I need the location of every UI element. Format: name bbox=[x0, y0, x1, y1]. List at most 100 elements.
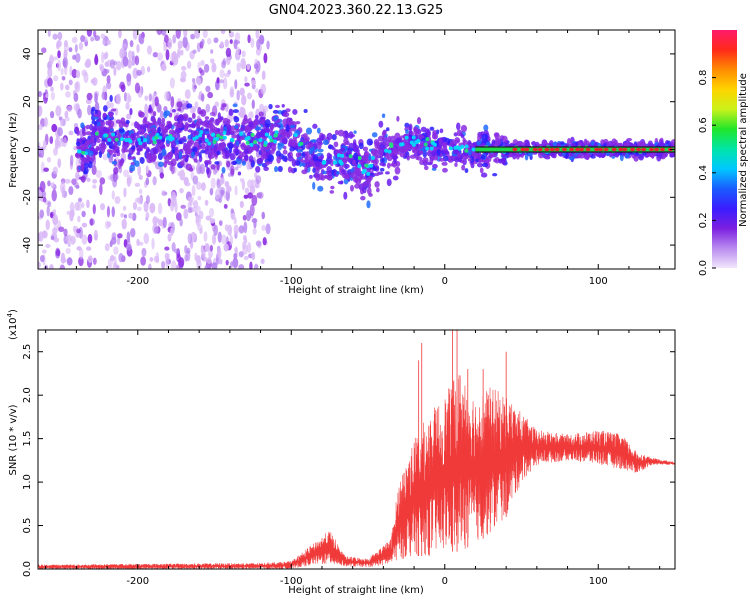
snr-multiplier-close: ) bbox=[8, 309, 19, 313]
spectrogram-band-point bbox=[115, 148, 120, 153]
spectrogram-noise-point bbox=[212, 233, 217, 245]
spectrogram-band-point bbox=[282, 155, 288, 162]
spectrogram-band-point bbox=[161, 130, 167, 139]
spectrogram-band-point bbox=[393, 156, 397, 165]
spectrogram-noise-point bbox=[38, 105, 43, 117]
spectrogram-noise-point bbox=[200, 59, 205, 66]
spectrogram-noise-point bbox=[221, 60, 226, 69]
spectrogram-band-point bbox=[374, 181, 380, 188]
spectrogram-noise-point bbox=[57, 50, 61, 59]
spectrogram-band-point bbox=[166, 120, 172, 125]
spectrogram-band-point bbox=[229, 153, 236, 161]
spectrogram-band-point bbox=[486, 141, 491, 147]
spectrogram-band-point bbox=[185, 163, 193, 171]
spectrogram-noise-point bbox=[87, 255, 93, 264]
spectrogram-band-point bbox=[479, 167, 484, 174]
spectrogram-noise-point bbox=[123, 169, 129, 178]
spectrogram-noise-point bbox=[209, 111, 216, 117]
spectrogram-band-point bbox=[136, 122, 140, 130]
spectrogram-band-point bbox=[129, 164, 136, 172]
spectrogram-noise-point bbox=[94, 35, 101, 41]
spectrogram-noise-point bbox=[112, 178, 118, 188]
spectrogram-band-point bbox=[312, 123, 318, 129]
spectrogram-noise-point bbox=[104, 220, 111, 230]
spectrogram-noise-point bbox=[64, 178, 71, 184]
spectrogram-band-point bbox=[353, 152, 359, 161]
spectrogram-band-point bbox=[100, 125, 105, 130]
spectrogram-noise-point bbox=[248, 111, 254, 120]
spectrogram-band-point bbox=[467, 157, 472, 162]
spectrogram-noise-point bbox=[81, 234, 88, 245]
spectrogram-band-point bbox=[399, 145, 405, 153]
spectrogram-band-point bbox=[283, 145, 287, 150]
spectrogram-noise-point bbox=[61, 186, 65, 198]
spectrogram-band-point bbox=[493, 132, 499, 138]
snr-multiplier: (x104) bbox=[6, 309, 19, 340]
spectrogram-band-point bbox=[267, 154, 275, 162]
spectrogram-noise-point bbox=[175, 212, 182, 221]
spectrogram-noise-point bbox=[254, 182, 260, 189]
spectrogram-band-point bbox=[489, 143, 495, 148]
colorbar-tick-label: 0.8 bbox=[698, 70, 709, 86]
spectrogram-noise-point bbox=[224, 39, 229, 48]
spectrogram-noise-point bbox=[136, 44, 140, 53]
spectrogram-noise-point bbox=[80, 34, 86, 43]
spectrogram-noise-point bbox=[113, 256, 117, 268]
spectrogram-band-point bbox=[206, 166, 210, 175]
spectrogram-band-point bbox=[377, 135, 384, 142]
spectrogram-band-point bbox=[301, 151, 306, 158]
spectrogram-peak-point bbox=[222, 135, 227, 140]
spectrogram-peak-point bbox=[366, 171, 371, 176]
spectrogram-noise-point bbox=[225, 47, 232, 58]
spectrogram-band-point bbox=[191, 112, 196, 120]
spectrogram-band-point bbox=[74, 126, 80, 132]
spectrogram-band-point bbox=[329, 158, 334, 167]
spectrogram-band-point bbox=[232, 103, 238, 108]
spectrogram-noise-point bbox=[68, 185, 74, 196]
spectrogram-noise-point bbox=[259, 103, 265, 112]
spectrogram-band-point bbox=[431, 150, 436, 157]
spectrogram-band-point bbox=[396, 115, 400, 122]
spectrogram-noise-point bbox=[242, 214, 247, 221]
spectrogram-noise-point bbox=[52, 208, 57, 216]
spectrogram-noise-point bbox=[202, 30, 208, 39]
spectrogram-band-point bbox=[255, 165, 261, 173]
spectrogram-band-point bbox=[417, 144, 423, 150]
spectrogram-noise-point bbox=[246, 63, 251, 71]
spectrogram-band-point bbox=[122, 121, 127, 127]
colorbar-tick-label: 0.0 bbox=[698, 260, 709, 276]
spectrogram-noise-point bbox=[79, 248, 84, 260]
x-tick-label: -200 bbox=[126, 576, 149, 587]
spectrogram-peak-point bbox=[245, 140, 250, 145]
spectrogram-noise-point bbox=[138, 188, 143, 195]
spectrogram-noise-point bbox=[183, 176, 189, 186]
spectrogram-band-point bbox=[271, 124, 278, 128]
spectrogram-band-point bbox=[258, 111, 264, 117]
spectrogram-noise-point bbox=[246, 159, 251, 171]
spectrogram-band-point bbox=[291, 159, 297, 167]
spectrogram-noise-point bbox=[195, 163, 202, 175]
spectrogram-carrier-peak bbox=[603, 147, 609, 152]
spectrogram-band-point bbox=[157, 127, 161, 134]
spectrogram-band-point bbox=[461, 164, 466, 171]
spectrogram-band-point bbox=[330, 185, 335, 190]
spectrogram-band-point bbox=[119, 159, 124, 167]
spectrogram-noise-point bbox=[50, 235, 55, 241]
spectrogram-noise-point bbox=[238, 264, 245, 269]
spectrogram-noise-point bbox=[241, 178, 246, 191]
spectrogram-noise-point bbox=[252, 227, 257, 235]
spectrogram-band-point bbox=[136, 148, 143, 152]
spectrogram-peak-point bbox=[414, 140, 419, 145]
spectrogram-noise-point bbox=[94, 92, 98, 104]
spectrogram-noise-point bbox=[120, 84, 126, 93]
spectrogram-noise-point bbox=[187, 196, 194, 203]
spectrogram-band-point bbox=[336, 149, 343, 155]
spectrogram-band-point bbox=[353, 130, 357, 134]
spectrogram-noise-point bbox=[100, 33, 106, 39]
spectrogram-noise-point bbox=[226, 185, 232, 193]
spectrogram-noise-point bbox=[205, 215, 212, 221]
spectrogram-noise-point bbox=[250, 179, 255, 189]
spectrogram-band-point bbox=[182, 135, 187, 142]
spectrogram-band-point bbox=[174, 152, 180, 161]
spectrogram-noise-point bbox=[241, 50, 246, 58]
